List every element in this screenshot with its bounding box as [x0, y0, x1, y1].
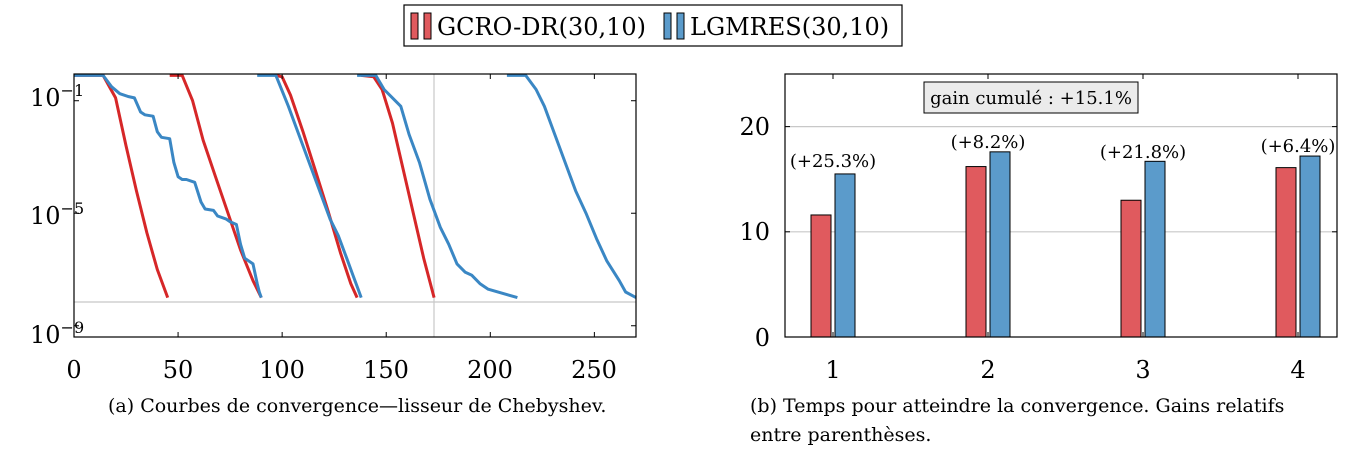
chart-a-xtick-label-250: 250 [571, 356, 617, 384]
chart-b-ytick-label-0: 0 [755, 324, 770, 352]
chart-b-ytick-label-10: 10 [739, 218, 770, 246]
chart-a-ytick-exp-1: −1 [61, 81, 85, 100]
chart-b-xtick-label-4: 4 [1290, 356, 1305, 384]
chart-a-xtick-label-100: 100 [259, 356, 305, 384]
chart-b-frame [784, 73, 1338, 338]
legend-swatch-lgmres-b [676, 12, 685, 40]
chart-a-xtick-label-50: 50 [163, 356, 194, 384]
chart-a-series-gcro-2 [169, 73, 263, 299]
chart-a-ticks [73, 74, 636, 337]
chart-b-bar-lgmres-3 [1144, 160, 1166, 338]
chart-b-bar-lgmres-4 [1299, 155, 1321, 338]
chart-a-series-gcro-3 [275, 73, 359, 299]
chart-b-bars [810, 151, 1321, 338]
chart-a-series-lgmres-7 [357, 73, 518, 300]
legend-swatch-lgmres-a [663, 12, 672, 40]
chart-b-bar-gcro-1 [810, 214, 832, 338]
chart-a-ytick-label-1: 10−1 [30, 81, 84, 112]
chart-b-ticks [785, 74, 1337, 338]
chart-a-ytick-base-5: 10 [30, 202, 61, 230]
legend-label-gcro: GCRO-DR(30,10) [437, 13, 646, 41]
chart-a-ytick-exp-5: −5 [61, 199, 85, 218]
legend-swatch-gcro-b [423, 12, 432, 40]
chart-b-annotation-1: (+25.3%) [790, 151, 876, 172]
chart-b-summary-text: gain cumulé : +15.1% [930, 88, 1132, 109]
chart-b-bar-gcro-3 [1120, 199, 1142, 338]
chart-a-ytick-label-9: 10−9 [30, 318, 84, 349]
legend-swatch-gcro-a [410, 12, 419, 40]
chart-b-ytick-labels: 0 10 20 [739, 113, 770, 352]
chart-b-caption-line2: entre parenthèses. [750, 424, 931, 446]
chart-b-annotation-4: (+6.4%) [1261, 136, 1336, 157]
chart-a-xtick-labels: 0 50 100 150 200 250 [66, 356, 617, 384]
chart-b-ytick-label-20: 20 [739, 113, 770, 141]
chart-b-xtick-labels: 1 2 3 4 [825, 356, 1305, 384]
chart-b-summary-box: gain cumulé : +15.1% [923, 81, 1139, 114]
chart-b-xtick-label-1: 1 [825, 356, 840, 384]
chart-a-ytick-base-9: 10 [30, 321, 61, 349]
legend-label-lgmres: LGMRES(30,10) [690, 13, 889, 41]
chart-b-bar-gcro-4 [1275, 167, 1297, 338]
chart-a-grid [74, 74, 636, 337]
chart-b-xtick-label-2: 2 [980, 356, 995, 384]
chart-a-ytick-label-5: 10−5 [30, 199, 84, 230]
chart-b-bar-lgmres-2 [989, 151, 1011, 338]
chart-b-annotation-2: (+8.2%) [951, 132, 1026, 153]
chart-b-grid [785, 125, 1337, 233]
chart-b-bar-gcro-2 [965, 166, 987, 338]
chart-a-ytick-base-1: 10 [30, 84, 61, 112]
chart-a-frame [73, 73, 637, 338]
chart-a-xtick-label-0: 0 [66, 356, 81, 384]
chart-b-annotations: (+25.3%) (+8.2%) (+21.8%) (+6.4%) [790, 132, 1336, 172]
chart-b: 0 10 20 1 2 3 4 (+25.3%) (+8.2%) (+21.8%… [739, 73, 1338, 446]
chart-b-caption-line1: (b) Temps pour atteindre la convergence.… [750, 395, 1284, 417]
chart-a-series [74, 73, 637, 300]
chart-a-series-lgmres-5 [74, 73, 263, 299]
chart-b-bar-lgmres-1 [834, 173, 856, 338]
chart-a-caption: (a) Courbes de convergence—lisseur de Ch… [108, 395, 606, 417]
chart-a-series-gcro-4 [361, 73, 436, 298]
chart-a-ytick-labels: 10−1 10−5 10−9 [30, 81, 84, 349]
chart-a-xtick-label-150: 150 [363, 356, 409, 384]
chart-a-xtick-label-200: 200 [467, 356, 513, 384]
chart-a-series-lgmres-6 [257, 73, 363, 299]
chart-a-ytick-exp-9: −9 [61, 318, 85, 337]
chart-a-series-gcro-1 [74, 73, 170, 299]
legend: GCRO-DR(30,10) LGMRES(30,10) [403, 4, 903, 47]
chart-a: 10−1 10−5 10−9 0 50 100 150 200 250 (a) … [30, 73, 637, 417]
chart-b-xtick-label-3: 3 [1135, 356, 1150, 384]
chart-b-annotation-3: (+21.8%) [1100, 142, 1186, 163]
chart-a-series-lgmres-8 [506, 73, 637, 299]
